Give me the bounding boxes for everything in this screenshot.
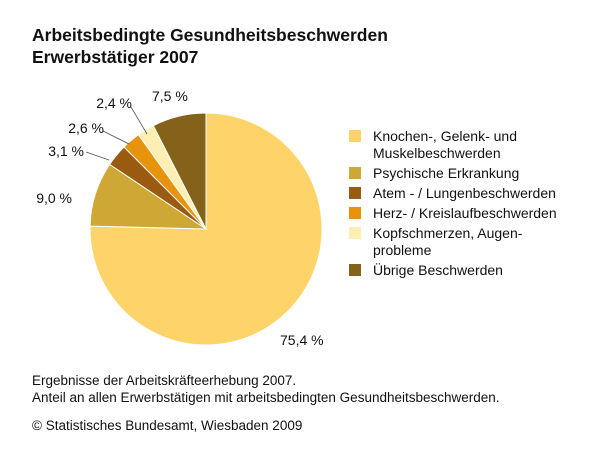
slice-labels: 75,4 % 9,0 % 3,1 % 2,6 % 2,4 % 7,5 % <box>36 88 323 348</box>
legend-item-herz-kreislaufbeschwerden: Herz- / Kreislaufbeschwerden <box>349 205 593 222</box>
slice-label-herz-kreislaufbeschwerden: 2,6 % <box>68 120 104 136</box>
legend-label: Knochen-, Gelenk- und Muskelbeschwerden <box>373 128 517 161</box>
legend-label: Psychische Erkrankung <box>373 165 520 181</box>
legend-swatch <box>349 187 361 199</box>
chart-title-line-1: Arbeitsbedingte Gesundheitsbeschwerden <box>32 25 388 45</box>
legend-label: Übrige Beschwerden <box>373 262 503 278</box>
legend-label: Kopfschmerzen, Augen- probleme <box>373 225 523 258</box>
slice-label-atem-lungenbeschwerden: 3,1 % <box>48 143 84 159</box>
slice-label-knochen-gelenk-und: 75,4 % <box>280 332 324 348</box>
legend-item-atem-lungenbeschwerden: Atem - / Lungenbeschwerden <box>349 185 593 202</box>
slice-label-kopfschmerzen-augen: 2,4 % <box>96 95 132 111</box>
leader-line-herz-kreislaufbeschwerden <box>102 130 130 145</box>
chart-footnote: Ergebnisse der Arbeitskräfteerhebung 200… <box>32 373 500 405</box>
chart-title: Arbeitsbedingte Gesundheitsbeschwerden E… <box>32 24 388 68</box>
legend-item-knochen-gelenk-und: Knochen-, Gelenk- und Muskelbeschwerden <box>349 128 593 162</box>
legend-swatch <box>349 167 361 179</box>
pie-slice-übrige-beschwerden <box>152 112 207 230</box>
legend-item-übrige-beschwerden: Übrige Beschwerden <box>349 262 593 279</box>
legend-item-kopfschmerzen-augen: Kopfschmerzen, Augen- probleme <box>349 225 593 259</box>
chart-title-line-2: Erwerbstätiger 2007 <box>32 47 199 67</box>
slice-label-psychische-erkrankung: 9,0 % <box>36 190 72 206</box>
legend-swatch <box>349 207 361 219</box>
legend-swatch <box>349 130 361 142</box>
source-credit: © Statistisches Bundesamt, Wiesbaden 200… <box>32 418 303 433</box>
pie-slice-knochen-gelenk-und <box>89 112 323 346</box>
pie-slices <box>89 112 323 346</box>
leader-line-kopfschmerzen-augen <box>130 106 148 135</box>
slice-label-übrige-beschwerden: 7,5 % <box>152 88 188 104</box>
legend-swatch <box>349 264 361 276</box>
legend-item-psychische-erkrankung: Psychische Erkrankung <box>349 165 593 182</box>
legend-label: Herz- / Kreislaufbeschwerden <box>373 205 557 221</box>
leader-line-atem-lungenbeschwerden <box>85 151 110 161</box>
chart-legend: Knochen-, Gelenk- und Muskelbeschwerden P… <box>349 128 593 282</box>
legend-label: Atem - / Lungenbeschwerden <box>373 185 556 201</box>
label-leader-lines <box>85 106 148 161</box>
legend-swatch <box>349 227 361 239</box>
